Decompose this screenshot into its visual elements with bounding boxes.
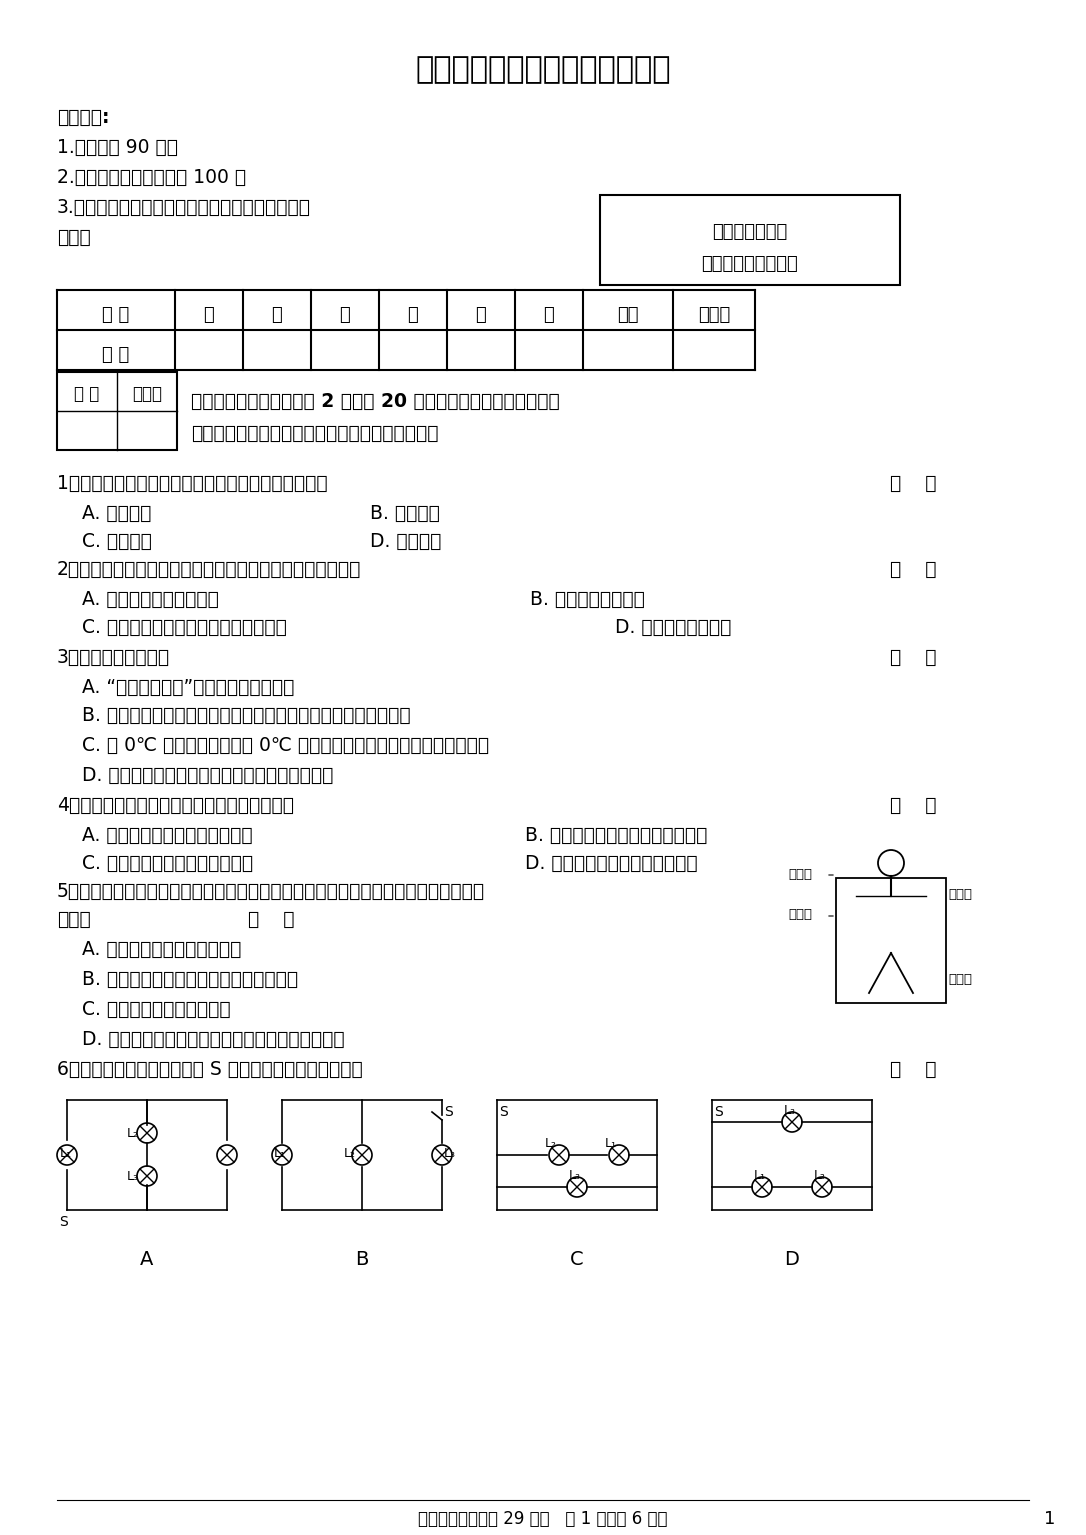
Text: 确的是: 确的是	[56, 910, 91, 929]
Text: C. 通常情况下橡胶棒是导体: C. 通常情况下橡胶棒是导体	[83, 999, 230, 1019]
Text: L₁: L₁	[60, 1147, 72, 1160]
Text: D. 水烧开时，水蒸气将壶盖顶起: D. 水烧开时，水蒸气将壶盖顶起	[525, 853, 697, 873]
Text: 考生注意:: 考生注意:	[56, 107, 110, 127]
Text: （    ）: （ ）	[891, 474, 936, 493]
Text: D. 瑞雪飘飘: D. 瑞雪飘飘	[370, 533, 441, 551]
Text: A. “破镜不能重圆”说明分子间没有引力: A. “破镜不能重圆”说明分子间没有引力	[83, 678, 294, 697]
Text: D: D	[784, 1249, 799, 1269]
Text: 评卷人: 评卷人	[132, 385, 162, 404]
Text: A: A	[140, 1249, 154, 1269]
Text: 2.全卷共六道大题，总分 100 分: 2.全卷共六道大题，总分 100 分	[56, 167, 247, 187]
Text: L₂: L₂	[344, 1147, 356, 1160]
Text: 初三上学期第一次月考物理试卷: 初三上学期第一次月考物理试卷	[415, 55, 671, 84]
Text: B: B	[355, 1249, 368, 1269]
Text: （由监考教师填写）: （由监考教师填写）	[702, 255, 798, 273]
Text: C: C	[570, 1249, 584, 1269]
Text: 得 分: 得 分	[74, 385, 100, 404]
Text: 一: 一	[204, 305, 214, 324]
Text: 5．如图所示，用毛皮摩擦过的橡胶棒接触验电器后，验电器金属箔张开，以下说法正: 5．如图所示，用毛皮摩擦过的橡胶棒接触验电器后，验电器金属箔张开，以下说法正	[56, 883, 485, 901]
Text: 1．下列现象中，说明分子在不停地做无规则运动的是: 1．下列现象中，说明分子在不停地做无规则运动的是	[56, 474, 328, 493]
Text: 确的，请把正确选项的字母填写在题后的括号内）: 确的，请把正确选项的字母填写在题后的括号内）	[191, 424, 439, 444]
Text: C. 冬天，用热水袋对手进行取暖: C. 冬天，用热水袋对手进行取暖	[83, 853, 253, 873]
Text: 4．下面情景中，通过做功使物体内能增加的是: 4．下面情景中，通过做功使物体内能增加的是	[56, 797, 294, 815]
Text: C. 玻璃杯增加的内能大于水减少的内能: C. 玻璃杯增加的内能大于水减少的内能	[83, 619, 287, 637]
Text: A. 水将温度传给了玻璃杯: A. 水将温度传给了玻璃杯	[83, 589, 219, 609]
Text: B. 水含有的热量减少: B. 水含有的热量减少	[530, 589, 645, 609]
Text: （    ）: （ ）	[891, 648, 936, 668]
Text: （    ）: （ ）	[891, 560, 936, 579]
Text: L₁: L₁	[274, 1147, 286, 1160]
Text: 总分: 总分	[617, 305, 639, 324]
Text: 六: 六	[544, 305, 554, 324]
Text: 1: 1	[1045, 1510, 1056, 1527]
Text: 6．图所示的电路中，当开关 S 闭合后，三盏灯为串联的是: 6．图所示的电路中，当开关 S 闭合后，三盏灯为串联的是	[56, 1061, 363, 1079]
Text: S: S	[59, 1216, 67, 1230]
Text: 本考场试卷序号: 本考场试卷序号	[712, 223, 787, 241]
Text: L₃: L₃	[444, 1147, 456, 1160]
Text: L₃: L₃	[784, 1104, 796, 1117]
Text: 3.使用答题卡的考生，请将答案填写在答题卡的指: 3.使用答题卡的考生，请将答案填写在答题卡的指	[56, 198, 311, 216]
Text: （    ）: （ ）	[891, 797, 936, 815]
Text: D. 同一物体温度降低得越多，放出的热量就越多: D. 同一物体温度降低得越多，放出的热量就越多	[83, 766, 333, 784]
Text: S: S	[498, 1105, 508, 1119]
Text: 金属球: 金属球	[788, 867, 812, 881]
Text: 绝缘垫: 绝缘垫	[948, 889, 972, 901]
Text: L₂: L₂	[814, 1170, 826, 1182]
Text: 得 分: 得 分	[102, 345, 129, 364]
Text: L₁: L₁	[754, 1170, 766, 1182]
Text: 2．将热水倒进玻璃杯中，玻璃杯会变热，下列说法正确的是: 2．将热水倒进玻璃杯中，玻璃杯会变热，下列说法正确的是	[56, 560, 362, 579]
Bar	[599, 195, 900, 286]
Text: 题 号: 题 号	[102, 305, 129, 324]
Text: L₂: L₂	[127, 1127, 139, 1141]
Text: L₁: L₁	[605, 1137, 617, 1150]
Text: 一、单项选择题（每小题 2 分，共 20 分。每小题只有一个选项是正: 一、单项选择题（每小题 2 分，共 20 分。每小题只有一个选项是正	[191, 391, 559, 411]
Text: 3．下列说法正确的是: 3．下列说法正确的是	[56, 648, 171, 668]
Text: D. 金属箔张开瞬间电流的方向是由金属球到金属箔: D. 金属箔张开瞬间电流的方向是由金属球到金属箔	[83, 1030, 344, 1048]
Text: A. 毛皮摩擦过的橡胶棒带正电: A. 毛皮摩擦过的橡胶棒带正电	[83, 939, 241, 959]
Text: 定位置: 定位置	[56, 229, 91, 247]
Text: 金属杆: 金属杆	[788, 909, 812, 921]
Text: （    ）: （ ）	[891, 1061, 936, 1079]
Text: B. 把钢球放入炉火中，烧一段时间: B. 把钢球放入炉火中，烧一段时间	[525, 826, 707, 844]
Text: 二: 二	[272, 305, 282, 324]
Text: 金属箔: 金属箔	[948, 973, 972, 985]
Text: L₂: L₂	[545, 1137, 557, 1150]
Text: C. 树叶纷飞: C. 树叶纷飞	[83, 533, 152, 551]
Text: （    ）: （ ）	[248, 910, 294, 929]
Text: 三: 三	[340, 305, 351, 324]
Bar	[56, 371, 177, 450]
Text: D. 能的总量保持不变: D. 能的总量保持不变	[615, 619, 731, 637]
Text: C. 把 0℃ 的冰块加热熔化成 0℃ 的水，若不考虑水的蒸发，其内能不变: C. 把 0℃ 的冰块加热熔化成 0℃ 的水，若不考虑水的蒸发，其内能不变	[83, 735, 489, 755]
Text: A. 尘土飞扬: A. 尘土飞扬	[83, 503, 151, 523]
Text: 四: 四	[407, 305, 418, 324]
Text: L₃: L₃	[127, 1170, 139, 1183]
Text: B. 验电器的工作原理是同种电荷相互排斥: B. 验电器的工作原理是同种电荷相互排斥	[83, 970, 299, 989]
Text: 1.考试时间 90 分钟: 1.考试时间 90 分钟	[56, 138, 178, 157]
Text: 物理试卷（铁锋区 29 中）   第 1 页（共 6 页）: 物理试卷（铁锋区 29 中） 第 1 页（共 6 页）	[418, 1510, 668, 1527]
Text: S: S	[714, 1105, 723, 1119]
Text: 五: 五	[476, 305, 487, 324]
Text: B. 茶香四溢: B. 茶香四溢	[370, 503, 440, 523]
Bar	[836, 878, 946, 1002]
Text: B. 发生热传递时，热量总是从内能大的物体传递到内能小的物体: B. 发生热传递时，热量总是从内能大的物体传递到内能小的物体	[83, 706, 411, 725]
Text: A. 把铁丝反复弯折，弯折处变热: A. 把铁丝反复弯折，弯折处变热	[83, 826, 253, 844]
Text: 核分人: 核分人	[698, 305, 730, 324]
Text: S: S	[444, 1105, 453, 1119]
Text: L₃: L₃	[569, 1170, 581, 1182]
